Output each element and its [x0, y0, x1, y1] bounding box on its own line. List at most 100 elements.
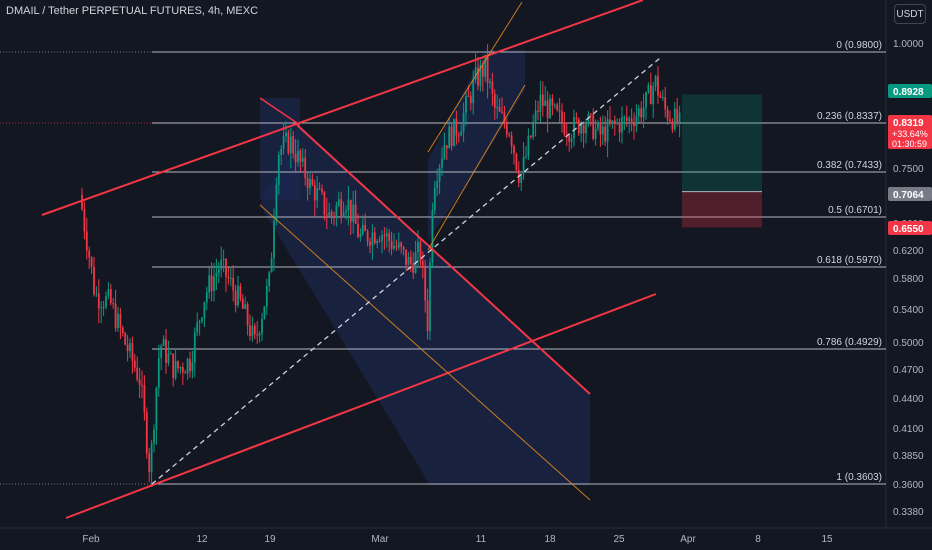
candle-body [532, 123, 535, 138]
candle-body [649, 85, 652, 105]
candle-body [268, 272, 271, 286]
candle-body [438, 167, 441, 182]
candle-body [304, 157, 307, 179]
candle-body [138, 379, 141, 385]
candle-body [666, 109, 669, 120]
candle-body [443, 145, 446, 159]
candle-body [234, 290, 237, 306]
candle-body [405, 249, 407, 265]
candle-body [491, 81, 494, 94]
candle-body [90, 257, 93, 267]
candle-body [301, 157, 304, 162]
candle-body [189, 359, 191, 372]
candle-body [364, 224, 367, 232]
currency-unit-button[interactable]: USDT [894, 4, 926, 24]
candle-body [208, 275, 211, 293]
candle-body [388, 233, 391, 241]
candle-body [316, 188, 319, 201]
candle-body [534, 110, 537, 124]
candle-body [570, 138, 573, 142]
candle-body [369, 241, 371, 246]
candle-body [510, 135, 513, 147]
candle-body [601, 126, 604, 135]
candle-body [609, 119, 611, 124]
candle-body [169, 353, 172, 355]
candle-body [361, 224, 364, 234]
candle-body [486, 55, 489, 84]
candle-body [496, 106, 499, 108]
upper-trend-line [41, 0, 644, 216]
stop-loss-zone [682, 191, 762, 228]
candle-body [568, 135, 571, 142]
date-axis-tick: 11 [476, 534, 487, 545]
candle-body [477, 67, 479, 86]
candle-body [282, 136, 285, 149]
candle-body [515, 153, 518, 171]
price-axis-tick: 0.6200 [893, 246, 924, 257]
candle-body [407, 257, 410, 265]
candle-body [174, 361, 177, 379]
candle-body [546, 100, 549, 119]
candle-body [556, 104, 559, 110]
candle-body [345, 210, 347, 213]
fib-level-label: 0.5 (0.6701) [828, 205, 882, 216]
candle-body [541, 94, 544, 106]
lower-trend-line [65, 293, 657, 519]
candle-body [311, 178, 314, 186]
candle-body [318, 188, 321, 190]
price-tag-value: 0.8928 [893, 87, 924, 98]
candle-body [347, 199, 350, 211]
candle-body [285, 132, 287, 137]
candle-body [472, 79, 475, 104]
candle-body [592, 114, 595, 139]
rising-channel-lower [427, 84, 526, 251]
price-tag-value: 0.6550 [893, 224, 924, 235]
candle-body [376, 241, 379, 244]
channel-shade [428, 50, 525, 240]
price-axis-tick: 0.7500 [893, 164, 924, 175]
price-tag-value: 0.8319 [893, 118, 924, 129]
date-axis-tick: 25 [613, 534, 625, 545]
candle-body [196, 322, 199, 333]
candle-body [340, 199, 343, 216]
candle-body [215, 272, 218, 277]
candle-body [393, 245, 395, 249]
candle-body [167, 353, 170, 363]
fib-level-label: 0.236 (0.8337) [817, 111, 882, 122]
candle-body [664, 97, 667, 110]
candle-body [565, 134, 568, 136]
candle-body [229, 277, 232, 279]
candle-body [258, 333, 261, 336]
candle-body [145, 412, 148, 454]
candle-body [241, 298, 244, 309]
candle-body [333, 215, 335, 217]
candle-body [203, 302, 206, 318]
candle-body [184, 372, 187, 374]
candle-body [366, 231, 369, 242]
candle-body [529, 135, 532, 138]
candle-body [117, 313, 119, 329]
candle-body [637, 108, 640, 117]
candle-body [390, 240, 393, 249]
candle-body [287, 132, 290, 154]
candle-body [453, 118, 455, 146]
candle-body [93, 266, 95, 295]
candle-body [97, 293, 100, 309]
candle-body [582, 124, 585, 134]
candle-body [157, 357, 160, 388]
candle-body [265, 285, 268, 307]
candle-body [383, 235, 386, 237]
candle-body [210, 275, 213, 292]
candle-body [417, 242, 419, 252]
candle-body [83, 209, 86, 232]
candle-body [239, 285, 242, 299]
candle-body [594, 128, 597, 139]
candle-body [133, 360, 136, 368]
date-axis-tick: Apr [680, 534, 696, 545]
price-tag [888, 187, 932, 201]
candle-body [604, 126, 607, 142]
candle-body [625, 117, 628, 121]
candle-body [232, 277, 235, 291]
candle-body [426, 300, 429, 331]
